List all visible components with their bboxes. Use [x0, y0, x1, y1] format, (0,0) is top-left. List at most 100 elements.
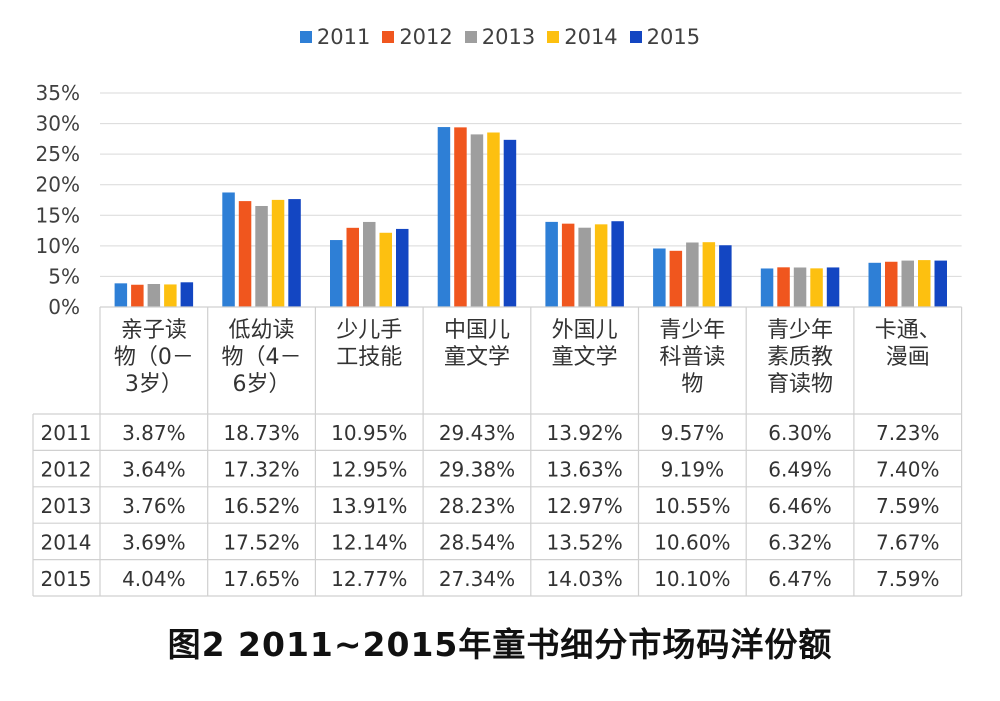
- category-label: 科普读: [659, 345, 725, 370]
- legend-item-2011: 2011: [299, 25, 371, 49]
- table-cell: 28.54%: [439, 530, 515, 554]
- y-tick-label: 35%: [36, 81, 80, 105]
- table-cell: 12.97%: [547, 494, 623, 518]
- bar-2011-5: [545, 221, 558, 307]
- table-cell: 7.59%: [876, 567, 940, 591]
- bar-2014-3: [379, 232, 392, 307]
- table-cell: 13.52%: [547, 530, 623, 554]
- row-header: 2015: [41, 567, 92, 591]
- table-cell: 27.34%: [439, 567, 515, 591]
- legend-item-2012: 2012: [382, 25, 453, 49]
- bar-2013-3: [363, 221, 376, 307]
- bar-2012-1: [131, 284, 144, 307]
- table-cell: 7.59%: [876, 494, 940, 518]
- table-cell: 10.10%: [654, 567, 730, 591]
- legend: 2011 2012 2013 2014 2015: [0, 25, 1000, 49]
- bar-2013-1: [147, 284, 161, 307]
- category-label: 工技能: [336, 345, 402, 370]
- bar-2011-2: [222, 192, 235, 307]
- bar-2014-6: [702, 242, 716, 307]
- bar-2011-7: [760, 268, 774, 307]
- bar-2011-1: [114, 283, 128, 307]
- y-tick-label: 25%: [36, 142, 80, 166]
- bar-2014-4: [487, 132, 500, 307]
- table-cell: 18.73%: [223, 421, 299, 445]
- y-tick-label: 5%: [48, 264, 80, 288]
- category-label: 3岁）: [125, 372, 183, 397]
- category-label: 6岁）: [233, 372, 291, 397]
- row-header: 2014: [41, 530, 92, 554]
- row-header: 2013: [41, 494, 92, 518]
- bar-2014-5: [594, 224, 608, 307]
- y-tick-label: 0%: [48, 295, 80, 319]
- legend-swatch: [299, 31, 312, 43]
- row-header: 2011: [41, 421, 92, 445]
- table-cell: 28.23%: [439, 494, 515, 518]
- bar-2013-5: [578, 227, 591, 307]
- bar-2012-4: [454, 127, 467, 307]
- category-label: 少儿手: [336, 318, 402, 343]
- category-label: 外国儿: [552, 318, 618, 343]
- table-cell: 3.87%: [122, 421, 186, 445]
- table-cell: 7.40%: [876, 458, 940, 482]
- table-cell: 14.03%: [547, 567, 623, 591]
- legend-label: 2011: [316, 25, 371, 49]
- bar-2012-5: [561, 223, 575, 307]
- bar-2011-3: [330, 240, 343, 307]
- category-label: 卡通、: [875, 318, 941, 343]
- legend-swatch: [629, 31, 642, 43]
- table-cell: 7.23%: [876, 421, 940, 445]
- table-cell: 4.04%: [122, 567, 186, 591]
- bar-2014-7: [810, 268, 823, 307]
- table-cell: 10.55%: [654, 494, 730, 518]
- table-cell: 29.43%: [439, 421, 515, 445]
- table-cell: 13.91%: [331, 494, 407, 518]
- table-cell: 9.57%: [661, 421, 725, 445]
- table-cell: 12.14%: [331, 530, 407, 554]
- category-label: 亲子读: [121, 318, 187, 343]
- bar-2011-4: [437, 127, 451, 307]
- category-label: 素质教: [767, 345, 833, 370]
- legend-label: 2013: [481, 25, 536, 49]
- legend-swatch: [464, 31, 477, 43]
- legend-swatch: [382, 31, 395, 43]
- table-cell: 6.30%: [768, 421, 832, 445]
- table-cell: 3.69%: [122, 530, 186, 554]
- bar-2015-6: [719, 245, 732, 307]
- bar-2015-4: [503, 139, 517, 307]
- table-cell: 17.52%: [223, 530, 299, 554]
- category-label: 物: [681, 372, 703, 397]
- legend-label: 2014: [564, 25, 618, 49]
- table-cell: 17.32%: [223, 458, 299, 482]
- bar-2015-2: [288, 199, 301, 307]
- bar-2012-8: [885, 261, 898, 307]
- category-label: 童文学: [552, 345, 618, 370]
- bar-2015-3: [396, 228, 409, 307]
- bar-2013-4: [470, 134, 484, 307]
- table-cell: 6.49%: [768, 458, 832, 482]
- table-cell: 3.76%: [122, 494, 186, 518]
- table-cell: 6.32%: [768, 530, 832, 554]
- figure-caption: 图2 2011~2015年童书细分市场码洋份额: [167, 625, 833, 664]
- legend-label: 2015: [646, 25, 701, 49]
- bar-2015-5: [611, 221, 624, 307]
- legend-item-2013: 2013: [464, 25, 536, 49]
- bar-2015-7: [826, 267, 840, 307]
- category-label: 中国儿: [444, 318, 510, 343]
- legend-label: 2012: [399, 25, 453, 49]
- category-label: 育读物: [767, 372, 833, 397]
- table-cell: 13.63%: [547, 458, 623, 482]
- category-label: 低幼读: [229, 318, 295, 343]
- category-label: 漫画: [886, 345, 930, 370]
- table-cell: 3.64%: [122, 458, 186, 482]
- legend-swatch: [547, 31, 560, 43]
- table-cell: 6.46%: [768, 494, 832, 518]
- bar-2014-1: [164, 284, 177, 307]
- bar-2013-2: [255, 205, 268, 307]
- row-header: 2012: [41, 458, 92, 482]
- table-cell: 7.67%: [876, 530, 940, 554]
- bar-2013-8: [901, 260, 914, 307]
- bar-2011-6: [653, 248, 666, 307]
